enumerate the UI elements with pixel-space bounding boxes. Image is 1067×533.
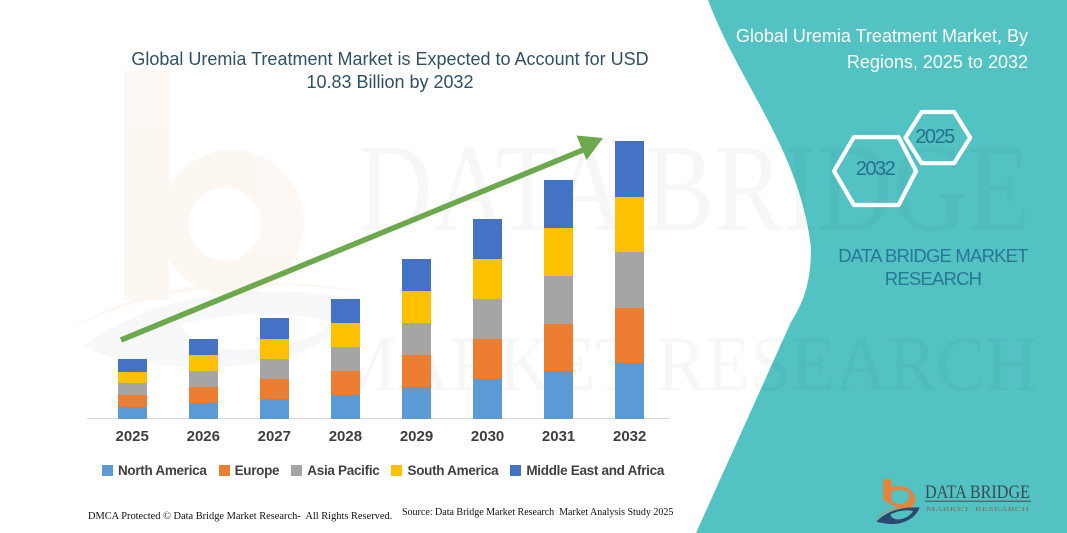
svg-text:MARKET RESEARCH: MARKET RESEARCH [332, 320, 1038, 407]
svg-text:DATA BRIDGE: DATA BRIDGE [358, 120, 1030, 258]
svg-text:DATA BRIDGE: DATA BRIDGE [925, 482, 1030, 503]
svg-text:MARKET RESEARCH: MARKET RESEARCH [926, 506, 1030, 513]
